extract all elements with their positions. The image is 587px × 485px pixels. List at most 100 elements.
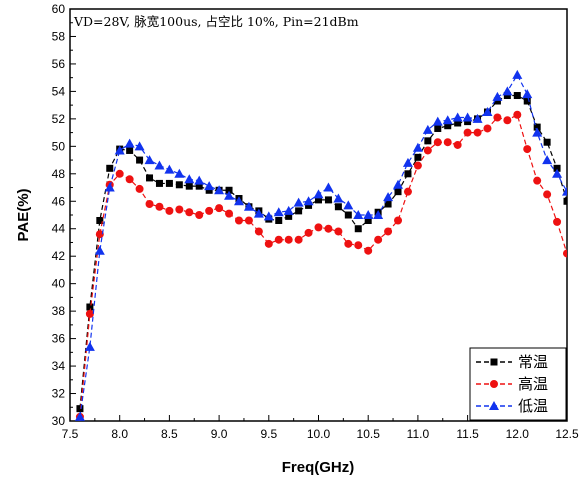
data-point (493, 113, 502, 122)
data-point (185, 208, 194, 217)
data-point (135, 184, 144, 193)
data-point (464, 118, 472, 126)
data-point (185, 182, 193, 190)
data-point (333, 193, 344, 203)
data-point (155, 202, 164, 211)
data-point (563, 197, 567, 205)
data-point (423, 146, 432, 155)
y-tick-label: 42 (52, 249, 66, 263)
x-tick-label: 12.0 (506, 427, 530, 441)
data-point (315, 196, 322, 204)
x-tick-label: 11.5 (456, 427, 479, 441)
data-point (553, 164, 561, 172)
data-point (412, 142, 423, 152)
data-point (523, 145, 532, 154)
data-point (95, 230, 104, 239)
data-point (543, 190, 552, 199)
y-tick-label: 44 (52, 222, 66, 236)
y-tick-label: 38 (52, 304, 66, 318)
data-point (324, 224, 333, 233)
y-tick-label: 48 (52, 167, 66, 181)
data-point (76, 405, 84, 413)
y-tick-label: 50 (52, 139, 66, 153)
x-tick-label: 10.5 (357, 427, 381, 441)
data-point (284, 235, 293, 244)
data-point (454, 119, 462, 127)
data-point (115, 169, 124, 178)
data-point (552, 168, 563, 178)
x-tick-label: 8.5 (161, 427, 178, 441)
legend-marker (489, 401, 499, 410)
y-tick-label: 46 (52, 194, 66, 208)
data-point (214, 185, 225, 195)
data-point (553, 217, 562, 226)
y-tick-label: 60 (52, 2, 66, 16)
data-point (334, 203, 342, 211)
data-point (493, 97, 501, 105)
data-point (125, 175, 134, 184)
data-point (424, 137, 432, 145)
data-point (195, 182, 203, 190)
data-point (114, 145, 125, 155)
data-point (275, 216, 283, 224)
x-tick-label: 7.5 (62, 427, 79, 441)
data-point (563, 249, 567, 258)
data-point (84, 341, 95, 351)
data-point (155, 179, 163, 187)
data-point (364, 246, 373, 255)
data-point (74, 411, 85, 421)
data-point (224, 190, 235, 200)
data-point (295, 207, 303, 215)
data-point (543, 138, 551, 146)
data-point (195, 211, 204, 219)
y-axis-label: PAE(%) (15, 188, 32, 241)
data-point (165, 179, 173, 187)
series-3 (74, 69, 567, 421)
data-point (343, 200, 354, 210)
data-point (154, 160, 165, 170)
data-point (294, 235, 303, 244)
y-tick-label: 30 (52, 414, 66, 428)
data-point (532, 127, 543, 137)
data-point (273, 207, 284, 217)
data-point (453, 140, 462, 149)
data-point (373, 210, 384, 219)
data-point (472, 113, 483, 123)
y-tick-label: 52 (52, 112, 66, 126)
y-tick-label: 56 (52, 57, 66, 71)
x-axis-label: Freq(GHz) (282, 459, 355, 476)
data-point (253, 208, 264, 218)
data-point (86, 303, 94, 311)
data-point (473, 128, 482, 137)
data-point (134, 141, 145, 151)
data-point (384, 227, 393, 236)
data-point (344, 211, 352, 219)
data-point (313, 189, 324, 199)
x-tick-label: 11.0 (407, 427, 430, 441)
data-point (205, 206, 214, 215)
data-point (533, 176, 542, 185)
data-point (165, 206, 174, 215)
data-point (354, 241, 363, 250)
legend-label: 低温 (518, 397, 548, 415)
data-point (285, 212, 293, 220)
data-point (443, 138, 452, 147)
x-tick-label: 12.5 (555, 427, 579, 441)
data-point (522, 89, 533, 99)
data-point (184, 174, 195, 184)
data-point (344, 239, 353, 248)
data-point (274, 235, 283, 244)
data-point (442, 115, 453, 125)
data-point (483, 124, 492, 133)
data-point (413, 161, 422, 170)
data-point (433, 138, 442, 147)
x-tick-label: 8.0 (111, 427, 128, 441)
data-point (323, 182, 334, 192)
data-point (523, 97, 531, 105)
series-layer (74, 69, 567, 421)
x-tick-label: 10.0 (307, 427, 331, 441)
data-point (146, 174, 154, 182)
y-tick-label: 40 (52, 277, 66, 291)
data-point (244, 216, 253, 225)
